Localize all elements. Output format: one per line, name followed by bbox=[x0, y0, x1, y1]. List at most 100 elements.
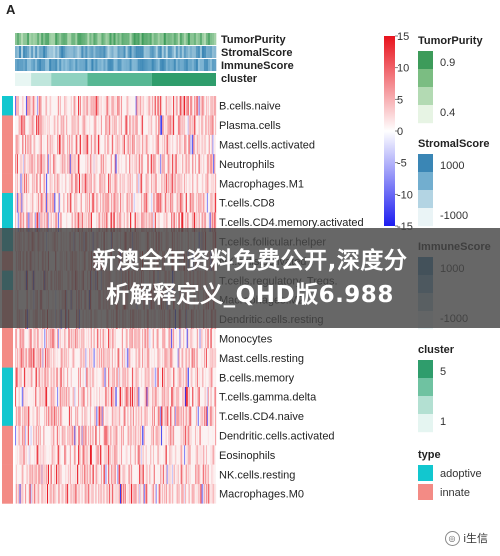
heatmap-cell bbox=[26, 193, 28, 213]
heatmap-cell bbox=[93, 387, 95, 407]
heatmap-cell bbox=[68, 387, 70, 407]
heatmap-cell bbox=[97, 464, 99, 485]
heatmap-cell bbox=[60, 406, 62, 426]
color-scale-bar bbox=[384, 36, 395, 226]
heatmap-cell bbox=[134, 425, 136, 446]
heatmap-cell bbox=[70, 367, 72, 388]
heatmap-cell bbox=[74, 212, 76, 232]
heatmap-cell bbox=[25, 425, 28, 446]
heatmap-cell bbox=[46, 212, 49, 232]
heatmap-cell bbox=[139, 348, 141, 368]
heatmap-cell bbox=[49, 193, 51, 213]
heatmap-cell bbox=[205, 173, 208, 194]
annotation-cell bbox=[69, 46, 72, 58]
heatmap-cell bbox=[79, 445, 81, 465]
annotation-cell bbox=[35, 59, 38, 71]
heatmap-cell bbox=[58, 134, 60, 155]
heatmap-cell bbox=[119, 445, 121, 465]
annotation-track-label: ImmuneScore bbox=[221, 60, 294, 72]
heatmap-cell bbox=[116, 367, 118, 388]
heatmap-cell bbox=[166, 212, 168, 232]
heatmap-cell bbox=[177, 464, 179, 485]
heatmap-cell bbox=[131, 134, 134, 155]
heatmap-cell bbox=[35, 484, 37, 504]
annotation-cell bbox=[111, 33, 114, 45]
heatmap-cell bbox=[46, 328, 48, 349]
heatmap-cell bbox=[96, 328, 98, 349]
heatmap-cell bbox=[61, 328, 63, 349]
heatmap-cell bbox=[129, 96, 131, 116]
annotation-cell bbox=[139, 46, 142, 58]
annotation-cell bbox=[91, 33, 94, 45]
color-scale-tick-label: -5 bbox=[397, 158, 407, 170]
row-label: T.cells.CD4.memory.activated bbox=[219, 217, 364, 229]
heatmap-cell bbox=[128, 425, 130, 446]
annotation-cell bbox=[175, 59, 179, 71]
heatmap-cell bbox=[124, 484, 126, 504]
heatmap-cell bbox=[34, 348, 36, 368]
heatmap-cell bbox=[81, 425, 83, 446]
heatmap-cell bbox=[41, 348, 43, 368]
heatmap-cell bbox=[92, 367, 94, 388]
heatmap-cell bbox=[113, 115, 115, 135]
heatmap-cell bbox=[82, 367, 84, 388]
heatmap-cell bbox=[36, 445, 38, 465]
annotation-cell bbox=[213, 33, 217, 45]
legend-tick-label: 0.4 bbox=[440, 107, 455, 119]
heatmap-cell bbox=[154, 367, 156, 388]
heatmap-cell bbox=[142, 425, 144, 446]
heatmap-cell bbox=[170, 115, 172, 135]
heatmap-cell bbox=[54, 425, 56, 446]
annotation-cell bbox=[81, 59, 84, 71]
heatmap-cell bbox=[197, 96, 199, 116]
heatmap-cell bbox=[167, 154, 169, 174]
heatmap-cell bbox=[192, 212, 194, 232]
heatmap-cell bbox=[160, 96, 162, 116]
heatmap-cell bbox=[187, 154, 189, 174]
heatmap-cell bbox=[68, 425, 70, 446]
cluster-block bbox=[15, 73, 32, 86]
heatmap-cell bbox=[110, 464, 112, 485]
heatmap-cell bbox=[131, 193, 133, 213]
heatmap-cell bbox=[108, 173, 110, 194]
heatmap-cell bbox=[77, 328, 79, 349]
heatmap-cell bbox=[113, 464, 115, 485]
heatmap-cell bbox=[15, 425, 17, 446]
heatmap-cell bbox=[84, 115, 86, 135]
heatmap-cell bbox=[29, 328, 31, 349]
heatmap-cell bbox=[57, 96, 59, 116]
heatmap-cell bbox=[83, 173, 85, 194]
heatmap-cell bbox=[159, 484, 161, 504]
heatmap-cell bbox=[198, 464, 200, 485]
heatmap-cell bbox=[186, 387, 188, 407]
annotation-cell bbox=[205, 33, 209, 45]
heatmap-cell bbox=[192, 173, 194, 194]
heatmap-cell bbox=[181, 212, 183, 232]
annotation-cell bbox=[57, 46, 60, 58]
heatmap-cell bbox=[190, 193, 192, 213]
heatmap-cell bbox=[57, 445, 59, 465]
heatmap-cell bbox=[105, 193, 107, 213]
heatmap-cell bbox=[49, 484, 51, 504]
heatmap-cell bbox=[49, 328, 51, 349]
heatmap-cell bbox=[48, 134, 50, 155]
heatmap-cell bbox=[181, 484, 183, 504]
heatmap-cell bbox=[94, 154, 96, 174]
heatmap-cell bbox=[198, 115, 200, 135]
heatmap-cell bbox=[144, 212, 146, 232]
heatmap-cell bbox=[63, 134, 65, 155]
heatmap-cell bbox=[162, 193, 164, 213]
heatmap-cell bbox=[76, 193, 78, 213]
heatmap-cell bbox=[184, 484, 186, 504]
heatmap-cell bbox=[51, 406, 53, 426]
heatmap-cell bbox=[97, 328, 99, 349]
annotation-cell bbox=[187, 46, 191, 58]
heatmap-cell bbox=[20, 348, 22, 368]
heatmap-cell bbox=[66, 387, 68, 407]
heatmap-cell bbox=[122, 367, 124, 388]
heatmap-cell bbox=[212, 484, 214, 504]
annotation-cell bbox=[23, 33, 26, 45]
annotation-cell bbox=[67, 46, 70, 58]
heatmap-cell bbox=[179, 134, 181, 155]
heatmap-cell bbox=[23, 445, 25, 465]
